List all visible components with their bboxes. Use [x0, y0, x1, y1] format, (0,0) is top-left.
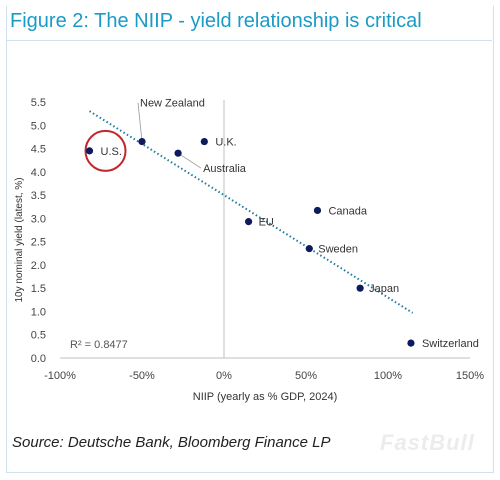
data-point	[313, 206, 322, 215]
y-tick-label: 1.5	[31, 283, 46, 295]
point-label: New Zealand	[140, 98, 205, 110]
data-point	[138, 137, 146, 146]
y-tick-label: 4.5	[31, 144, 46, 156]
trendline	[88, 110, 414, 314]
label-leader-line	[177, 152, 202, 169]
highlight-circle	[84, 129, 127, 172]
x-tick-label: 0%	[216, 370, 232, 382]
data-point	[200, 137, 208, 146]
data-point	[245, 218, 253, 226]
x-tick-label: -100%	[44, 370, 76, 382]
r-squared-label: R² = 0.8477	[70, 339, 128, 351]
point-label: Switzerland	[422, 338, 479, 350]
y-tick-label: 3.0	[31, 213, 46, 225]
y-tick-label: 4.0	[31, 167, 46, 179]
y-axis-title: 10y nominal yield (latest, %)	[14, 177, 25, 302]
x-axis-title: NIIP (yearly as % GDP, 2024)	[193, 391, 338, 403]
point-label: Japan	[369, 283, 399, 295]
x-tick-label: 150%	[456, 370, 484, 382]
data-point	[85, 147, 94, 155]
point-label: Canada	[328, 205, 367, 217]
figure-title: Figure 2: The NIIP - yield relationship …	[10, 10, 422, 32]
y-tick-label: 0.5	[31, 330, 46, 342]
data-point	[305, 245, 313, 253]
y-tick-label: 0.0	[31, 353, 46, 365]
point-label: U.S.	[101, 146, 122, 158]
y-tick-label: 1.0	[31, 306, 46, 318]
y-tick-label: 2.5	[31, 237, 46, 249]
watermark-logo: FastBull	[380, 430, 475, 455]
point-label: Sweden	[318, 244, 358, 256]
label-leader-line	[137, 102, 143, 142]
y-tick-label: 2.0	[31, 260, 46, 272]
source-note: Source: Deutsche Bank, Bloomberg Finance…	[12, 434, 331, 451]
point-label: Australia	[203, 163, 247, 175]
y-tick-label: 3.5	[31, 190, 46, 202]
data-point	[356, 284, 364, 292]
point-label: U.K.	[215, 137, 236, 149]
data-point	[174, 149, 182, 157]
x-tick-label: -50%	[129, 370, 155, 382]
figure-frame	[6, 6, 494, 473]
x-tick-label: 100%	[374, 370, 402, 382]
y-tick-label: 5.0	[31, 120, 46, 132]
y-tick-label: 5.5	[31, 97, 46, 109]
data-point	[407, 339, 415, 347]
point-label: EU	[259, 217, 274, 229]
title-divider	[6, 40, 492, 41]
x-tick-label: 50%	[295, 370, 317, 382]
